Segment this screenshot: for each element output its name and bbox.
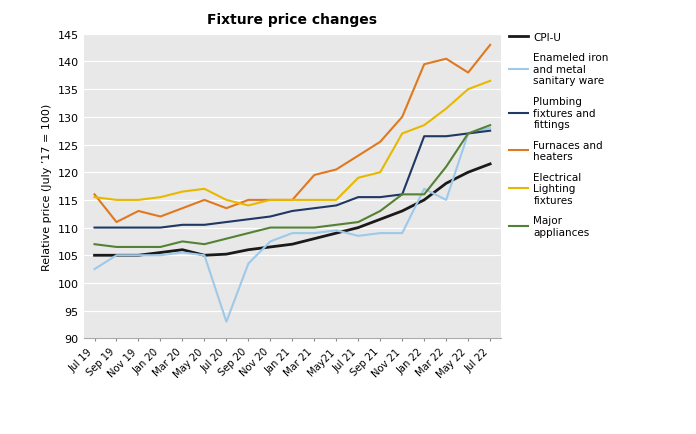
Y-axis label: Relative price (July ’17 = 100): Relative price (July ’17 = 100) — [42, 103, 52, 270]
Title: Fixture price changes: Fixture price changes — [207, 13, 377, 26]
Legend: CPI-U, Enameled iron
and metal
sanitary ware, Plumbing
fixtures and
fittings, Fu: CPI-U, Enameled iron and metal sanitary … — [505, 29, 613, 241]
